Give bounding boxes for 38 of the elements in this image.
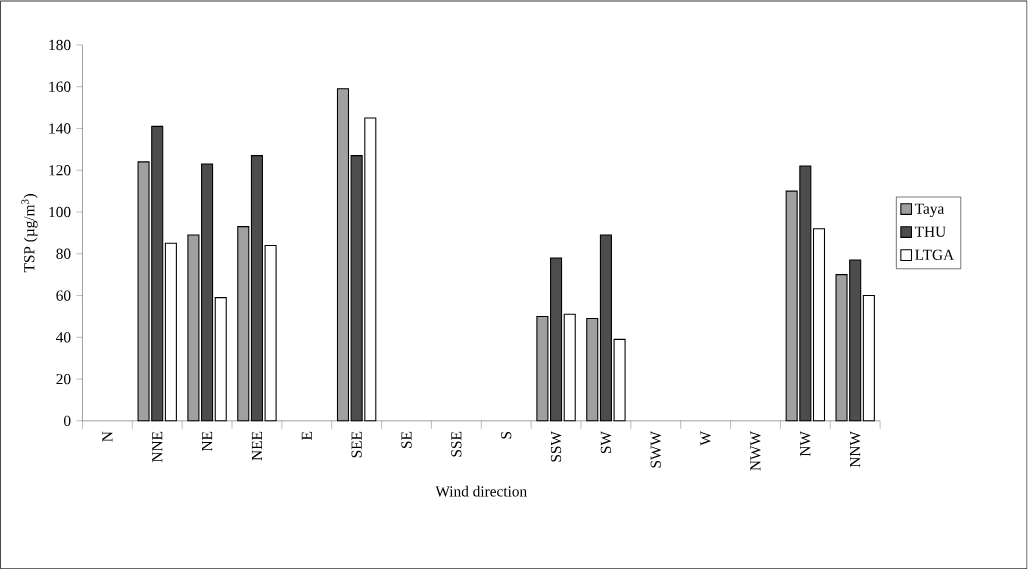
legend-label: THU: [914, 226, 946, 237]
bar: [164, 242, 177, 422]
y-tick-label: 60: [56, 290, 71, 301]
x-tick-label: SSW: [550, 431, 562, 462]
x-tick-label: E: [301, 431, 312, 440]
y-tick-label: 160: [49, 81, 71, 92]
bar: [812, 228, 826, 422]
x-tick-label: SW: [600, 431, 612, 453]
x-tick-label: NWW: [750, 431, 761, 471]
y-axis-title: TSP (µg/m$^{3}$): [21, 193, 38, 273]
x-tick-label: NNE: [152, 431, 163, 463]
y-tick-label: 120: [49, 165, 71, 176]
y-tick-label: 20: [56, 373, 71, 385]
y-tick-label: 80: [56, 248, 71, 259]
x-tick-label: NW: [800, 431, 811, 457]
x-tick-label: SE: [401, 431, 412, 448]
x-tick-label: W: [700, 431, 711, 446]
x-tick-label: SEE: [351, 431, 362, 458]
y-tick-label: 40: [56, 332, 71, 343]
x-tick-label: SWW: [650, 431, 661, 468]
x-tick-label: N: [102, 431, 113, 442]
x-axis-title: Wind direction: [435, 485, 527, 497]
legend-label: Taya: [914, 203, 945, 217]
y-tick-label: 100: [49, 206, 71, 218]
bar: [237, 226, 250, 422]
bar: [586, 317, 599, 422]
x-tick-label: NEE: [251, 431, 262, 461]
legend-label: LTGA: [915, 249, 955, 260]
bar: [214, 297, 227, 422]
x-tick-label: SSE: [451, 431, 462, 457]
x-tick-label: NNW: [850, 431, 861, 468]
bar: [563, 313, 576, 422]
x-tick-label: NE: [202, 431, 213, 451]
y-tick-label: 0: [63, 415, 71, 426]
y-tick-label: 180: [49, 39, 71, 51]
x-tick-label: S: [501, 431, 512, 439]
y-tick-label: 140: [49, 123, 71, 134]
bar: [862, 294, 875, 422]
